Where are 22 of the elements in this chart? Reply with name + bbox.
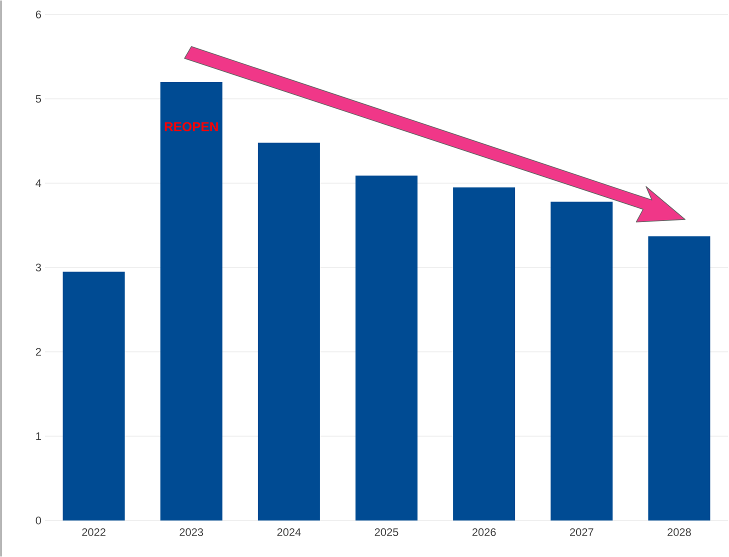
x-tick-label: 2028 xyxy=(668,528,691,536)
bar xyxy=(550,202,613,521)
y-tick-label: 5 xyxy=(36,95,42,103)
x-tick-label: 2022 xyxy=(82,528,106,536)
x-tick-label: 2026 xyxy=(472,528,496,536)
y-tick-label: 4 xyxy=(36,179,42,187)
bar xyxy=(648,236,710,521)
bar xyxy=(356,176,418,521)
x-tick-label: 2024 xyxy=(277,528,301,536)
annotation: REOPEN xyxy=(164,122,218,132)
y-tick-label: 0 xyxy=(36,516,42,524)
bar xyxy=(453,187,516,521)
y-tick-label: 1 xyxy=(36,432,41,440)
x-tick-label: 2027 xyxy=(570,528,594,536)
bar xyxy=(160,82,222,521)
bar xyxy=(258,142,320,521)
x-tick-label: 2023 xyxy=(180,528,204,536)
x-tick-label: 2025 xyxy=(374,528,398,536)
y-tick-label: 6 xyxy=(36,10,41,18)
bar xyxy=(62,272,125,521)
y-tick-label: 2 xyxy=(36,348,41,356)
y-tick-label: 3 xyxy=(36,264,41,272)
